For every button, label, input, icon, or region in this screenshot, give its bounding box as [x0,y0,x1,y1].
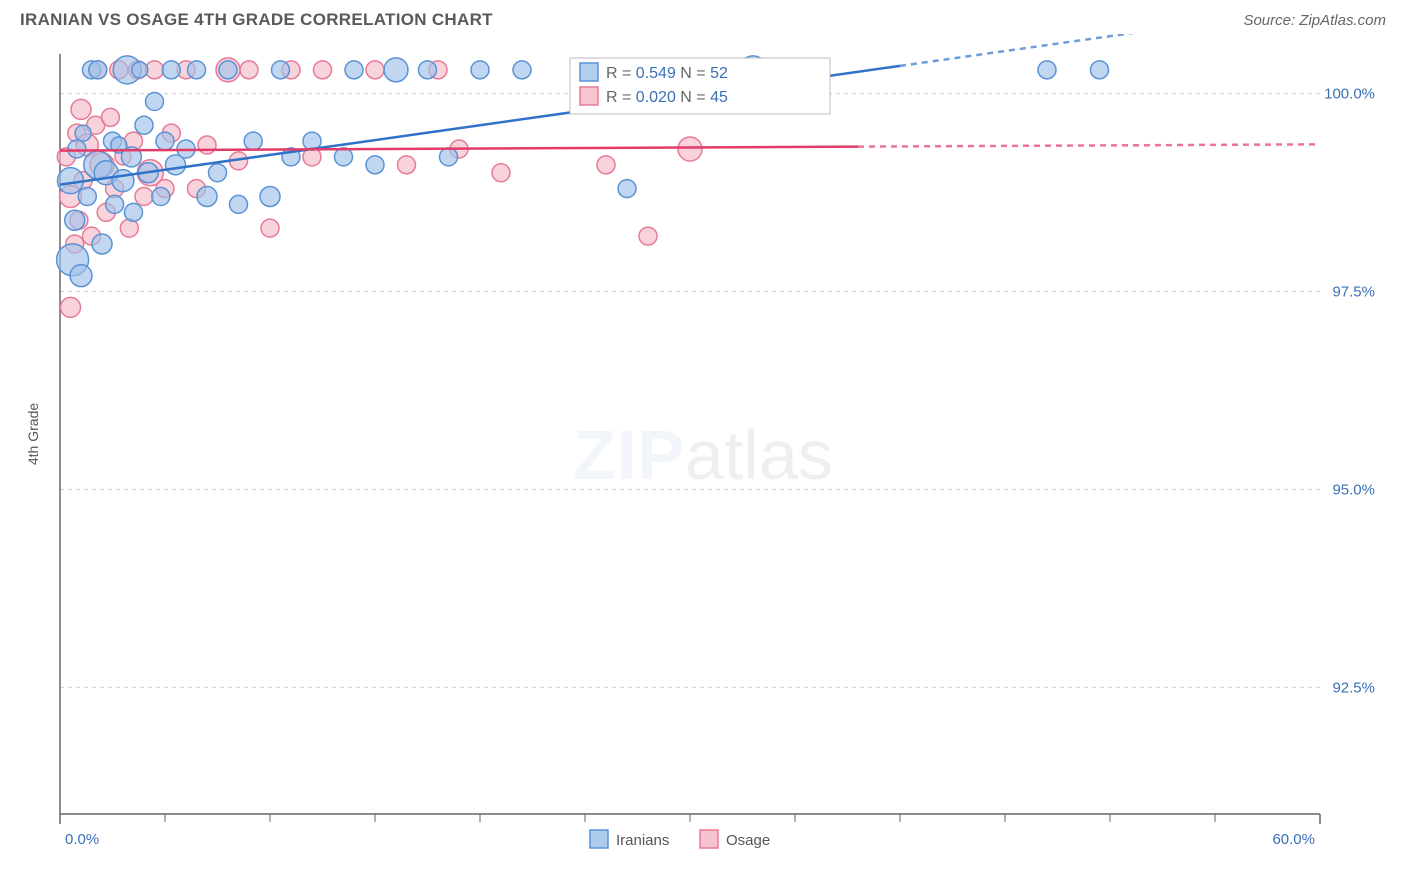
source-label: Source: ZipAtlas.com [1243,12,1386,29]
svg-text:97.5%: 97.5% [1332,284,1375,301]
svg-text:95.0%: 95.0% [1332,481,1375,498]
scatter-chart: 92.5% 95.0% 97.5% 100.0% 0.0% 60.0% 4th Grade R… [20,34,1386,876]
svg-text:0.0%: 0.0% [65,831,99,848]
svg-text:92.5%: 92.5% [1332,679,1375,696]
svg-text:100.0%: 100.0% [1324,86,1375,103]
svg-text:60.0%: 60.0% [1272,831,1315,848]
chart-area: 92.5% 95.0% 97.5% 100.0% 0.0% 60.0% 4th Grade R… [20,34,1386,876]
svg-text:Osage: Osage [726,832,770,849]
svg-text:4th Grade: 4th Grade [25,403,41,465]
svg-text:R = 0.020 N = 45: R = 0.020 N = 45 [606,89,728,106]
svg-text:R = 0.549 N = 52: R = 0.549 N = 52 [606,65,728,82]
chart-title: IRANIAN VS OSAGE 4TH GRADE CORRELATION C… [20,10,493,30]
svg-text:Iranians: Iranians [616,832,669,849]
